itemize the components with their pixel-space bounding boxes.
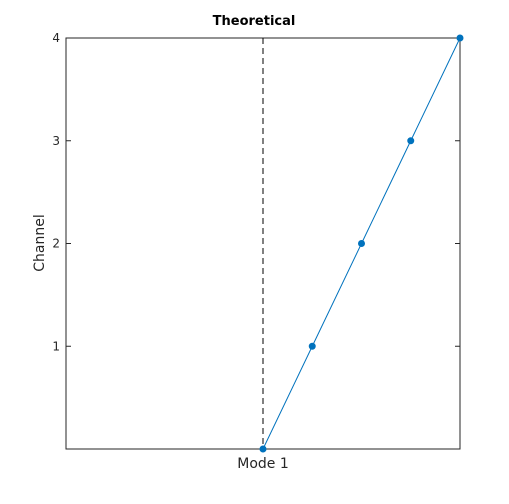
data-point: [407, 137, 415, 145]
series-group: [259, 34, 464, 453]
y-axis-label: Channel: [32, 214, 48, 271]
x-axis-label: Mode 1: [237, 456, 289, 472]
y-tick-label: 2: [52, 237, 60, 251]
y-tick-label: 1: [52, 339, 60, 353]
data-point: [456, 34, 464, 42]
y-tick-label: 3: [52, 134, 60, 148]
data-point: [259, 445, 267, 453]
y-tick-label: 4: [52, 31, 60, 45]
data-point: [358, 240, 365, 247]
data-point: [308, 342, 316, 350]
chart-title: Theoretical: [213, 14, 296, 29]
